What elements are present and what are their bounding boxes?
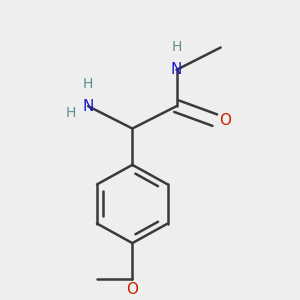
Text: O: O [219,112,231,128]
Text: H: H [83,77,93,91]
Text: H: H [66,106,76,120]
Text: N: N [171,62,182,77]
Text: O: O [126,282,138,297]
Text: N: N [82,99,94,114]
Text: H: H [171,40,182,55]
